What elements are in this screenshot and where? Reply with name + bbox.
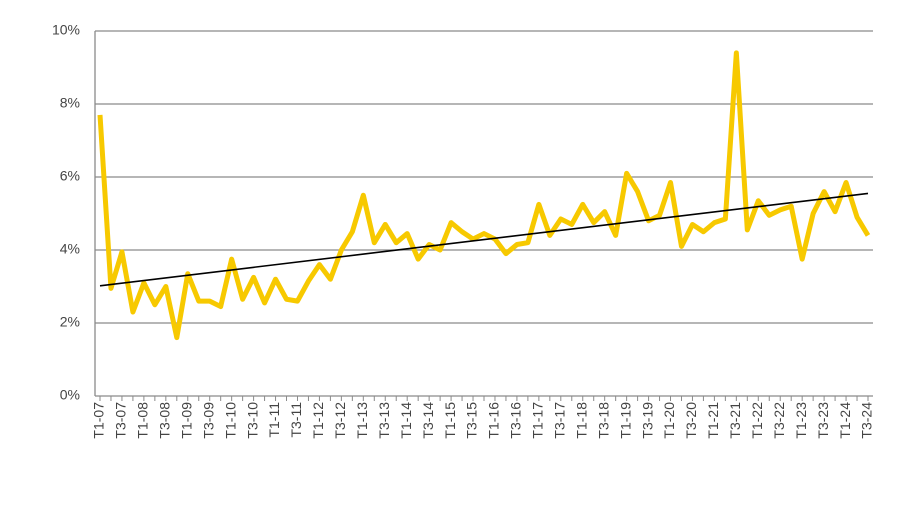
x-tick-label: T3-19 <box>639 402 655 439</box>
x-tick-label: T1-08 <box>135 402 151 439</box>
x-tick-label: T1-12 <box>310 402 326 439</box>
y-tick-label: 0% <box>60 387 80 403</box>
x-tick-label: T1-15 <box>442 402 458 439</box>
x-tick-label: T1-24 <box>837 402 853 439</box>
x-tick-label: T3-13 <box>376 402 392 439</box>
x-tick-label: T3-16 <box>508 402 524 439</box>
x-tick-label: T3-09 <box>200 402 216 439</box>
x-tick-label: T1-07 <box>91 402 107 439</box>
x-tick-label: T1-20 <box>661 402 677 439</box>
x-tick-label: T3-15 <box>464 402 480 439</box>
y-tick-label: 2% <box>60 314 80 330</box>
x-tick-label: T1-11 <box>266 402 282 438</box>
x-tick-label: T3-11 <box>288 402 304 438</box>
x-tick-label: T3-10 <box>244 402 260 439</box>
x-tick-label: T1-21 <box>705 402 721 439</box>
x-tick-label: T3-18 <box>595 402 611 439</box>
x-tick-label: T1-17 <box>530 402 546 439</box>
x-tick-label: T1-19 <box>617 402 633 439</box>
y-tick-label: 8% <box>60 95 80 111</box>
x-tick-label: T1-16 <box>486 402 502 439</box>
x-tick-label: T1-18 <box>573 402 589 439</box>
y-tick-label: 10% <box>52 22 80 38</box>
x-tick-label: T3-12 <box>332 402 348 439</box>
x-tick-label: T1-09 <box>178 402 194 439</box>
x-tick-label: T3-24 <box>859 402 875 439</box>
x-tick-label: T3-22 <box>771 402 787 439</box>
x-tick-label: T3-17 <box>552 402 568 439</box>
trend-line <box>99 192 869 287</box>
data-line <box>97 50 871 341</box>
y-tick-label: 4% <box>60 241 80 257</box>
x-tick-label: T1-10 <box>222 402 238 439</box>
x-tick-label: T3-20 <box>683 402 699 439</box>
x-tick-label: T3-07 <box>113 402 129 439</box>
y-tick-label: 6% <box>60 168 80 184</box>
x-tick-label: T1-14 <box>398 402 414 439</box>
x-tick-label: T1-22 <box>749 402 765 439</box>
x-tick-label: T3-08 <box>157 402 173 439</box>
x-tick-label: T3-21 <box>727 402 743 439</box>
x-tick-label: T3-23 <box>815 402 831 439</box>
x-tick-label: T3-14 <box>420 402 436 439</box>
x-tick-label: T1-23 <box>793 402 809 439</box>
x-tick-label: T1-13 <box>354 402 370 439</box>
